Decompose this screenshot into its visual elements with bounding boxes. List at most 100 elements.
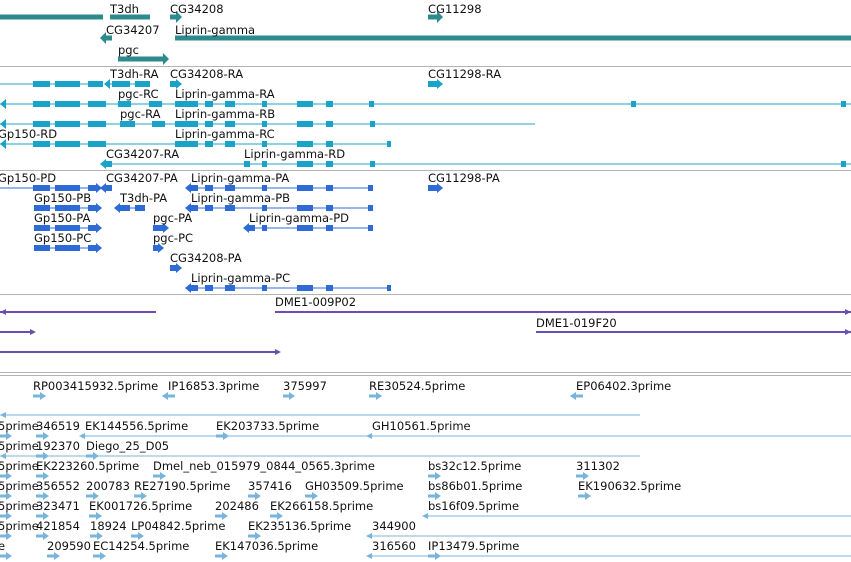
est-feature-glyph[interactable] [248, 532, 261, 540]
est-feature-glyph[interactable] [366, 553, 851, 559]
est-feature-glyph[interactable] [0, 532, 12, 540]
est-feature-label[interactable]: Dmel_neb_015979_0844_0565.3prime [153, 459, 375, 473]
mrna-feature-glyph[interactable] [0, 119, 535, 129]
est-feature-label[interactable]: 311302 [576, 459, 620, 473]
cds-feature-glyph[interactable] [185, 283, 391, 293]
est-feature-glyph[interactable] [131, 532, 144, 540]
est-feature-glyph[interactable] [576, 472, 589, 480]
est-feature-label[interactable]: EK001726.5prime [89, 499, 193, 513]
est-feature-label[interactable]: IP13479.5prime [428, 539, 520, 553]
mrna-feature-glyph[interactable] [0, 99, 851, 109]
clone-feature-glyph[interactable] [0, 349, 281, 355]
mrna-feature-glyph[interactable] [428, 79, 443, 89]
est-feature-glyph[interactable] [248, 492, 261, 500]
cds-feature-glyph[interactable] [170, 263, 182, 273]
cds-feature-label[interactable]: pgc-PC [153, 231, 194, 245]
gene-feature-label[interactable]: CG34207 [106, 23, 160, 37]
est-feature-label[interactable]: 344900 [372, 519, 416, 533]
mrna-feature-label[interactable]: Gp150-RD [0, 127, 58, 141]
cds-feature-glyph[interactable] [34, 223, 102, 233]
est-feature-glyph[interactable] [36, 492, 49, 500]
est-feature-label[interactable]: 200783 [86, 479, 130, 493]
cds-feature-label[interactable]: Gp150-PA [34, 211, 91, 225]
est-feature-glyph[interactable] [0, 492, 12, 500]
clone-feature-label[interactable]: DME1-009P02 [275, 295, 357, 309]
cds-feature-glyph[interactable] [153, 243, 164, 253]
est-feature-label[interactable]: EK144556.5prime [85, 419, 189, 433]
cds-feature-label[interactable]: CG11298-PA [428, 171, 500, 185]
cds-feature-label[interactable]: Liprin-gamma-PC [191, 271, 291, 285]
cds-feature-label[interactable]: Gp150-PC [34, 231, 92, 245]
est-feature-glyph[interactable] [0, 552, 12, 560]
est-feature-label[interactable]: e [0, 539, 6, 553]
est-feature-glyph[interactable] [215, 552, 228, 560]
est-feature-glyph[interactable] [283, 392, 295, 400]
est-feature-glyph[interactable] [134, 492, 147, 500]
est-feature-glyph[interactable] [90, 532, 103, 540]
mrna-feature-label[interactable]: CG34208-RA [170, 67, 244, 81]
est-feature-label[interactable]: EK223260.5prime [36, 459, 140, 473]
est-feature-glyph[interactable] [422, 513, 851, 519]
est-feature-glyph[interactable] [79, 433, 640, 439]
mrna-feature-glyph[interactable] [170, 79, 182, 89]
mrna-feature-glyph[interactable] [104, 79, 150, 89]
est-feature-glyph[interactable] [216, 432, 229, 440]
cds-feature-label[interactable]: T3dh-PA [120, 191, 168, 205]
clone-feature-glyph[interactable] [0, 309, 156, 315]
mrna-feature-label[interactable]: pgc-RA [120, 107, 161, 121]
est-feature-glyph[interactable] [47, 552, 60, 560]
est-feature-glyph[interactable] [153, 472, 166, 480]
est-feature-label[interactable]: RE27190.5prime [134, 479, 231, 493]
gene-feature-glyph[interactable] [110, 14, 150, 20]
mrna-feature-label[interactable]: Liprin-gamma-RB [175, 107, 276, 121]
cds-feature-label[interactable]: Liprin-gamma-PB [191, 191, 291, 205]
est-feature-label[interactable]: EK203733.5prime [216, 419, 320, 433]
est-feature-glyph[interactable] [0, 453, 640, 459]
cds-feature-glyph[interactable] [100, 183, 112, 193]
est-feature-label[interactable]: RP003415932.5prime [33, 379, 159, 393]
est-feature-label[interactable]: IP16853.3prime [168, 379, 260, 393]
est-feature-glyph[interactable] [36, 432, 49, 440]
gene-feature-glyph[interactable] [175, 35, 851, 41]
clone-feature-label[interactable]: DME1-019F20 [536, 316, 617, 330]
est-feature-glyph[interactable] [270, 512, 283, 520]
clone-feature-glyph[interactable] [275, 309, 851, 315]
mrna-feature-label[interactable]: CG11298-RA [428, 67, 502, 81]
gene-feature-glyph[interactable] [100, 32, 112, 44]
mrna-feature-glyph[interactable] [100, 159, 851, 169]
est-feature-glyph[interactable] [366, 433, 851, 439]
cds-feature-glyph[interactable] [185, 203, 373, 213]
mrna-feature-label[interactable]: Liprin-gamma-RC [175, 127, 275, 141]
est-feature-label[interactable]: 316560 [372, 539, 416, 553]
est-feature-label[interactable]: EK190632.5prime [578, 479, 682, 493]
est-feature-glyph[interactable] [428, 472, 441, 480]
est-feature-glyph[interactable] [93, 552, 106, 560]
est-feature-glyph[interactable] [578, 492, 591, 500]
est-feature-glyph[interactable] [89, 512, 102, 520]
est-feature-label[interactable]: EK147036.5prime [215, 539, 319, 553]
est-feature-label[interactable]: 357416 [248, 479, 292, 493]
est-feature-glyph[interactable] [428, 492, 441, 500]
cds-feature-glyph[interactable] [114, 203, 145, 213]
mrna-feature-glyph[interactable] [0, 139, 391, 149]
est-feature-label[interactable]: EK235136.5prime [248, 519, 352, 533]
est-feature-glyph[interactable] [0, 512, 12, 520]
cds-feature-glyph[interactable] [34, 243, 102, 253]
cds-feature-label[interactable]: pgc-PA [153, 211, 193, 225]
cds-feature-label[interactable]: Liprin-gamma-PD [249, 211, 350, 225]
cds-feature-label[interactable]: Gp150-PB [34, 191, 92, 205]
est-feature-glyph[interactable] [86, 452, 99, 460]
cds-feature-glyph[interactable] [0, 183, 102, 193]
est-feature-glyph[interactable] [36, 512, 49, 520]
est-feature-label[interactable]: bs86b01.5prime [428, 479, 523, 493]
est-feature-label[interactable]: EP06402.3prime [576, 379, 672, 393]
gene-feature-label[interactable]: CG11298 [428, 2, 482, 16]
est-feature-label[interactable]: GH03509.5prime [305, 479, 404, 493]
est-feature-glyph[interactable] [0, 472, 12, 480]
est-feature-label[interactable]: EK266158.5prime [270, 499, 374, 513]
clone-feature-glyph[interactable] [0, 329, 36, 335]
est-feature-glyph[interactable] [36, 472, 49, 480]
mrna-feature-label[interactable]: Liprin-gamma-RD [244, 147, 346, 161]
est-feature-glyph[interactable] [0, 432, 12, 440]
cds-feature-glyph[interactable] [185, 183, 373, 193]
